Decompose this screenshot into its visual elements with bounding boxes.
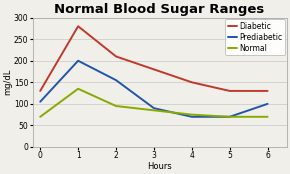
Normal [228, 116, 231, 118]
Legend: Diabetic, Prediabetic, Normal: Diabetic, Prediabetic, Normal [225, 19, 285, 55]
Prediabetic [266, 103, 269, 105]
Line: Prediabetic: Prediabetic [40, 61, 268, 117]
Diabetic [39, 90, 42, 92]
Prediabetic [152, 107, 156, 109]
Diabetic [266, 90, 269, 92]
Normal [114, 105, 118, 107]
Y-axis label: mg/dL: mg/dL [3, 69, 12, 96]
Diabetic [114, 55, 118, 57]
Normal [39, 116, 42, 118]
Prediabetic [190, 116, 193, 118]
Prediabetic [228, 116, 231, 118]
Line: Diabetic: Diabetic [40, 26, 268, 91]
Prediabetic [39, 101, 42, 103]
Prediabetic [114, 79, 118, 81]
Title: Normal Blood Sugar Ranges: Normal Blood Sugar Ranges [55, 3, 265, 17]
Diabetic [152, 68, 156, 70]
Line: Normal: Normal [40, 89, 268, 117]
Diabetic [190, 81, 193, 83]
Prediabetic [76, 60, 80, 62]
Normal [190, 114, 193, 116]
Normal [76, 88, 80, 90]
Normal [152, 109, 156, 111]
Diabetic [76, 25, 80, 27]
X-axis label: Hours: Hours [147, 161, 172, 171]
Diabetic [228, 90, 231, 92]
Normal [266, 116, 269, 118]
